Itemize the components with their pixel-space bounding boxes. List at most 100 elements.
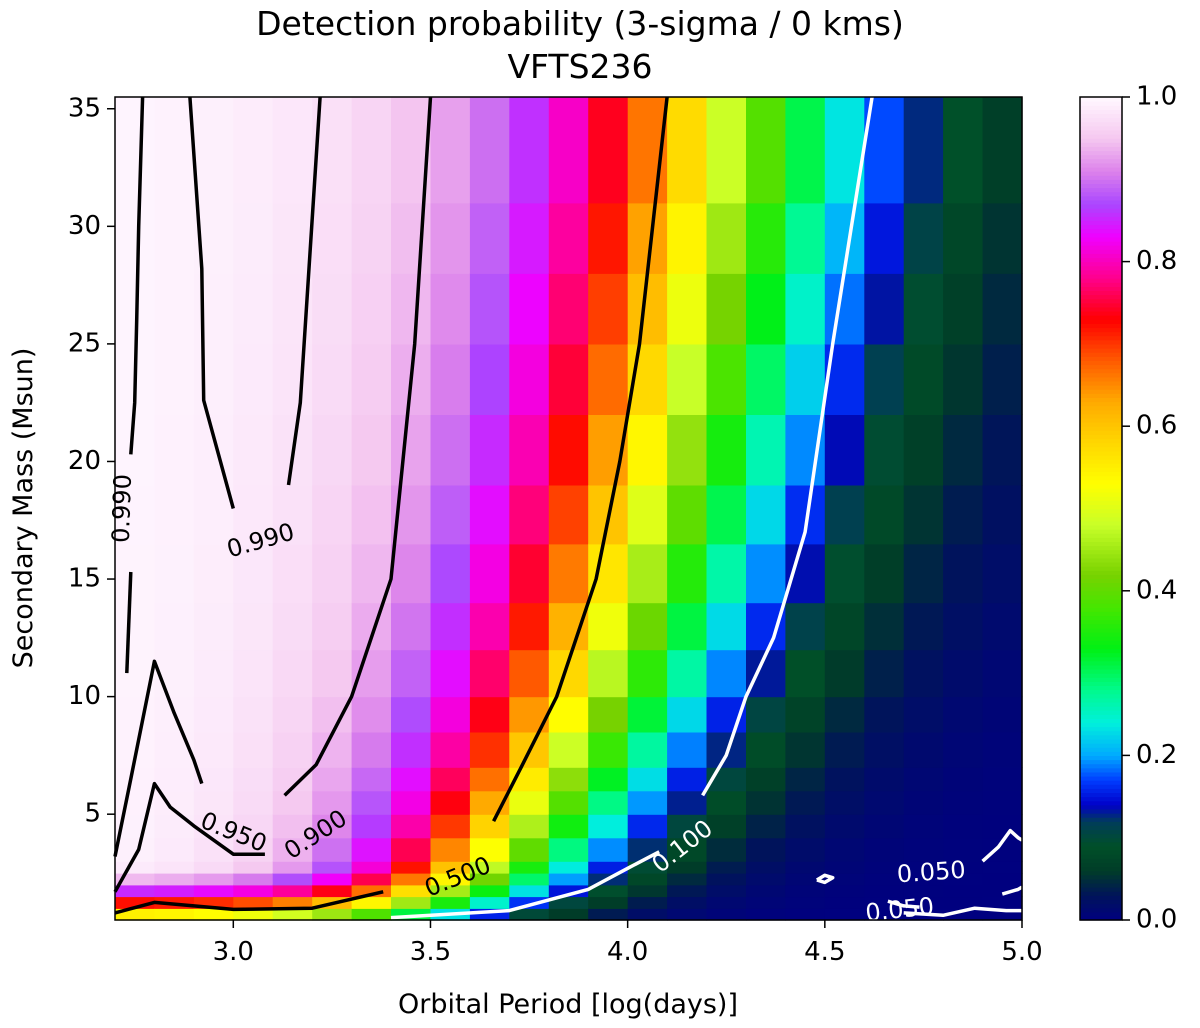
heatmap-cell [193,884,234,898]
colorbar-segment [1080,841,1122,847]
heatmap-cell [351,861,392,874]
heatmap-cell [864,790,905,815]
colorbar-segment [1080,422,1122,427]
heatmap-cell [785,731,826,768]
heatmap-cell [667,790,708,815]
heatmap-cell [272,696,313,733]
heatmap-cell [588,202,629,274]
colorbar-segment [1080,755,1122,761]
heatmap-cell [824,861,865,874]
colorbar-segment [1080,232,1122,238]
heatmap-cell [548,731,589,768]
colorbar-segment [1080,286,1122,291]
colorbar-segment [1080,500,1122,505]
heatmap-cell [627,696,668,733]
heatmap-cell [233,873,274,886]
heatmap-cell [903,696,944,733]
colorbar-segment [1080,376,1122,382]
colorbar-segment [1080,224,1122,230]
heatmap-cell [115,861,155,874]
colorbar-segment [1080,261,1122,267]
heatmap-cell [469,837,510,862]
heatmap-cell [430,414,471,486]
colorbar-segment [1080,401,1122,407]
heatmap-cell [233,97,274,204]
colorbar-segment [1080,640,1122,645]
heatmap-cell [903,273,944,345]
colorbar-segment [1080,615,1122,621]
colorbar-segment [1080,273,1122,279]
heatmap-cell [903,814,944,839]
heatmap-cell [943,861,984,874]
heatmap-cell [706,202,747,274]
heatmap-cell [272,861,313,874]
heatmap-cell [509,485,550,545]
colorbar-tick-label: 1.0 [1136,82,1177,112]
heatmap-cell [233,790,274,815]
colorbar-segment [1080,529,1122,534]
heatmap-cell [706,543,747,604]
heatmap-cell [312,485,353,545]
heatmap-cell [351,908,392,921]
heatmap-cell [667,884,708,898]
heatmap-cell [785,908,826,921]
heatmap-cell [588,896,629,909]
y-axis: 5 10 15 20 25 30 35 [68,93,115,829]
heatmap-cell [943,414,984,486]
colorbar-segment [1080,603,1122,608]
y-tick-label: 15 [68,564,101,594]
contour-line-0-050 [816,873,835,885]
heatmap-cell [548,767,589,792]
heatmap-cell [391,884,431,898]
colorbar-segment [1080,607,1122,612]
heatmap-cell [312,649,353,698]
heatmap-cell [667,731,708,768]
heatmap-cell [864,837,905,862]
colorbar-segment [1080,450,1122,456]
heatmap-cell [903,602,944,651]
heatmap-cells [115,97,1023,921]
colorbar-segment [1080,656,1122,662]
colorbar-segment [1080,117,1122,123]
colorbar-segment [1080,109,1122,115]
colorbar-segment [1080,837,1122,843]
heatmap-cell [667,543,708,604]
colorbar-segment [1080,360,1122,366]
heatmap-cell [154,414,195,486]
heatmap-cell [548,861,589,874]
colorbar-segment [1080,586,1122,592]
heatmap-cell [233,896,274,909]
colorbar-segment [1080,150,1122,156]
heatmap-cell [154,861,195,874]
heatmap-cell [509,837,550,862]
heatmap-cell [272,731,313,768]
heatmap-cell [233,273,274,345]
contour-lines [113,96,1023,920]
colorbar-segment [1080,385,1122,390]
heatmap-cell [864,814,905,839]
colorbar-segment [1080,504,1122,510]
heatmap-cell [864,908,905,921]
colorbar-segment [1080,166,1122,172]
heatmap-cell [706,861,747,874]
colorbar-segment [1080,821,1122,826]
heatmap-cell [115,602,155,651]
heatmap-cell [312,767,353,792]
heatmap-cell [746,884,786,898]
heatmap-cell [548,485,589,545]
heatmap-cell [193,649,234,698]
heatmap-cell [193,543,234,604]
heatmap-cell [824,602,865,651]
colorbar-segment [1080,804,1122,810]
heatmap-cell [233,543,274,604]
heatmap-cell [903,202,944,274]
plot-frame [114,96,1023,921]
heatmap-cell [193,696,234,733]
chart-title: Detection probability (3-sigma / 0 kms) [256,4,904,43]
heatmap-cell [982,696,1023,733]
heatmap-cell [430,873,471,886]
colorbar-segment [1080,430,1122,436]
heatmap-cell [509,884,550,898]
heatmap-cell [272,202,313,274]
heatmap-cell [785,884,826,898]
